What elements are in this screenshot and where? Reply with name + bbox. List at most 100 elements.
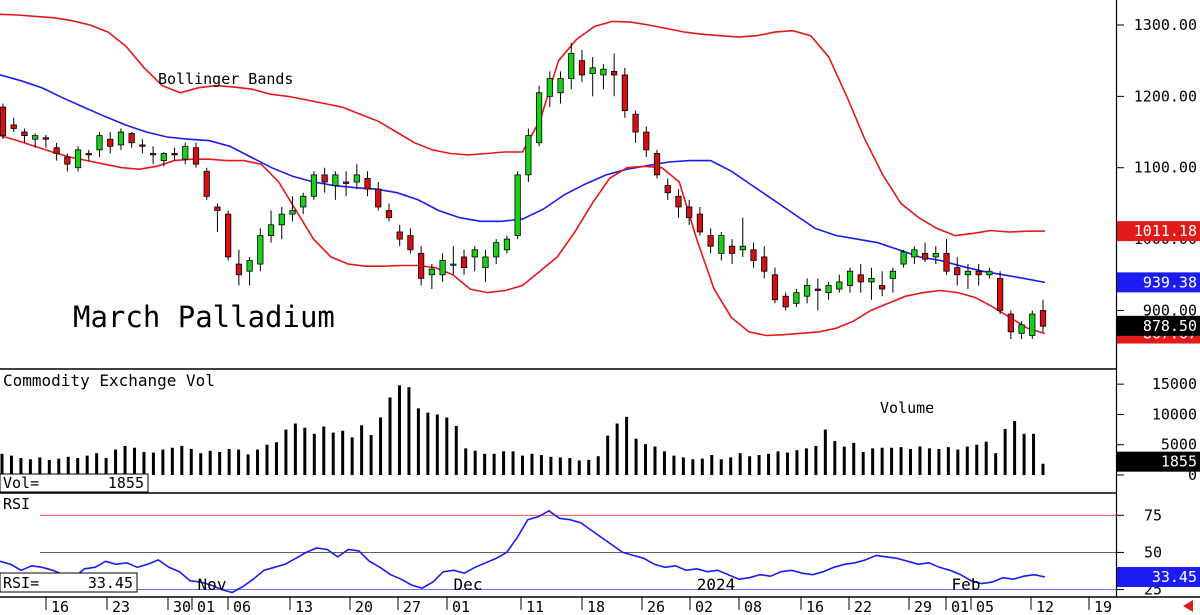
candle-body bbox=[621, 74, 628, 112]
candle-body bbox=[364, 178, 371, 190]
volume-bar bbox=[142, 451, 146, 475]
x-tick-label: 11 bbox=[526, 598, 544, 615]
candlestick bbox=[879, 271, 886, 297]
candlestick bbox=[825, 281, 832, 300]
volume-bar bbox=[256, 449, 260, 475]
candle-body bbox=[117, 131, 125, 146]
candlestick bbox=[1018, 321, 1025, 340]
volume-bar bbox=[776, 451, 780, 475]
candle-body bbox=[21, 131, 28, 137]
candle-body bbox=[750, 249, 757, 261]
candle-body bbox=[632, 113, 639, 133]
candle-body bbox=[793, 292, 800, 304]
volume-bar bbox=[909, 448, 913, 475]
volume-bar bbox=[397, 385, 401, 475]
candlestick bbox=[546, 71, 553, 108]
candle-body bbox=[128, 133, 135, 144]
volume-bar bbox=[350, 437, 354, 475]
candle-body bbox=[1018, 324, 1025, 334]
volume-bar bbox=[918, 446, 922, 475]
candlestick bbox=[0, 103, 7, 140]
volume-bar bbox=[322, 426, 326, 475]
candle-body bbox=[589, 67, 596, 74]
volume-bar bbox=[852, 442, 856, 475]
candle-body bbox=[739, 245, 746, 251]
plot-background bbox=[0, 0, 1117, 597]
candlestick bbox=[771, 267, 779, 304]
candle-body bbox=[418, 252, 425, 279]
candle-body bbox=[203, 170, 210, 197]
price-badge-box bbox=[1117, 315, 1200, 336]
candle-body bbox=[74, 149, 82, 169]
candlestick bbox=[857, 264, 864, 293]
volume-bar bbox=[937, 448, 941, 475]
x-tick-label: 01 bbox=[951, 598, 969, 615]
candlestick bbox=[707, 228, 714, 254]
candle-body bbox=[493, 242, 500, 258]
volume-bar bbox=[199, 453, 203, 475]
candlestick bbox=[353, 164, 360, 190]
volume-bar bbox=[568, 458, 572, 475]
candlestick bbox=[375, 182, 382, 211]
candle-body bbox=[578, 60, 586, 76]
rsi-reference-lines bbox=[40, 514, 1117, 590]
volume-bar bbox=[615, 423, 619, 475]
candle-body bbox=[653, 153, 661, 176]
volume-bar bbox=[672, 455, 676, 475]
candlestick bbox=[128, 132, 135, 148]
candlestick bbox=[396, 224, 403, 247]
volume-bar bbox=[975, 444, 979, 475]
rsi-y-tick-label: 50 bbox=[1144, 543, 1162, 561]
candle-body bbox=[943, 252, 950, 272]
candle-body bbox=[846, 270, 854, 286]
volume-bar bbox=[530, 453, 534, 475]
scroll-left-arrow-icon[interactable] bbox=[1183, 600, 1193, 612]
volume-bar bbox=[360, 425, 364, 475]
candlestick bbox=[675, 189, 682, 218]
candlestick bbox=[964, 264, 972, 290]
volume-bar bbox=[246, 454, 250, 475]
volume-bar bbox=[502, 451, 506, 475]
candle-body bbox=[1029, 313, 1036, 336]
candlestick bbox=[332, 171, 339, 200]
x-tick-label: 08 bbox=[744, 598, 762, 615]
volume-bar bbox=[994, 453, 998, 475]
volume-bar bbox=[738, 453, 742, 475]
candlestick bbox=[900, 249, 907, 268]
volume-bar bbox=[861, 451, 865, 475]
volume-bar bbox=[66, 456, 70, 475]
candle-body bbox=[257, 235, 264, 265]
candle-body bbox=[353, 174, 360, 183]
upper-band-line bbox=[0, 13, 1046, 237]
candle-body bbox=[535, 92, 543, 144]
candle-body bbox=[836, 281, 843, 290]
x-tick-label: 20 bbox=[355, 598, 373, 615]
volume-bar bbox=[1032, 433, 1036, 475]
candlestick bbox=[214, 203, 221, 232]
candle-body bbox=[997, 277, 1004, 311]
volume-bar bbox=[0, 453, 4, 475]
candle-body bbox=[289, 210, 296, 215]
rsi-badge: 33.45 bbox=[1117, 567, 1200, 588]
candle-body bbox=[64, 156, 71, 165]
candlestick bbox=[278, 206, 285, 240]
volume-bar bbox=[492, 453, 496, 475]
candle-body bbox=[235, 263, 242, 276]
volume-bar bbox=[577, 460, 581, 475]
volume-bar bbox=[454, 425, 458, 475]
candle-body bbox=[782, 295, 789, 308]
candle-body bbox=[225, 213, 232, 258]
candlestick bbox=[407, 228, 414, 254]
volume-bar bbox=[757, 455, 761, 475]
rsi-badge-label: 33.45 bbox=[1152, 568, 1197, 586]
volume-bar bbox=[435, 414, 439, 475]
candlestick bbox=[578, 49, 586, 83]
candlestick bbox=[64, 153, 71, 172]
middle-band-line bbox=[0, 74, 1046, 284]
volume-badge-box bbox=[1117, 451, 1200, 472]
volume-bar bbox=[312, 433, 316, 475]
candlestick bbox=[782, 292, 789, 311]
volume-bar bbox=[719, 459, 723, 475]
candle-body bbox=[32, 135, 39, 140]
